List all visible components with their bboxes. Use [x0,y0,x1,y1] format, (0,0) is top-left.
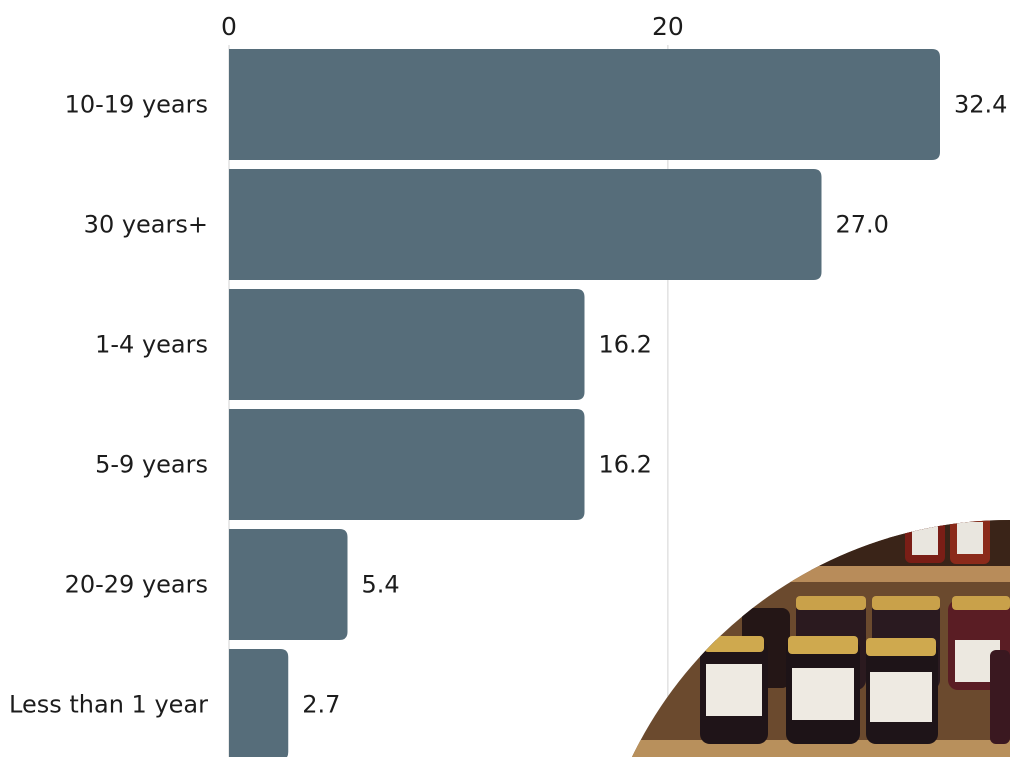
value-labels: 32.4 27.0 16.2 16.2 5.4 2.7 [302,91,1007,719]
jam-jars-photo [600,520,1010,757]
bar [229,529,348,640]
value-label: 2.7 [302,691,340,719]
value-label: 32.4 [954,91,1007,119]
x-tick-label: 0 [221,12,237,41]
category-label: 20-29 years [65,571,208,599]
value-label: 16.2 [599,451,652,479]
category-labels: 10-19 years 30 years+ 1-4 years 5-9 years 20… [9,91,208,719]
category-label: 30 years+ [84,211,208,239]
category-label: 5-9 years [95,451,208,479]
bar [229,169,822,280]
bars [229,49,940,757]
bar [229,409,585,520]
category-label: Less than 1 year [9,691,208,719]
bar [229,649,289,757]
value-label: 27.0 [836,211,889,239]
x-axis-ticks: 0 20 [221,12,684,41]
category-label: 10-19 years [65,91,208,119]
category-label: 1-4 years [95,331,208,359]
bar [229,49,940,160]
bar [229,289,585,400]
x-tick-label: 20 [652,12,684,41]
value-label: 16.2 [599,331,652,359]
value-label: 5.4 [362,571,400,599]
